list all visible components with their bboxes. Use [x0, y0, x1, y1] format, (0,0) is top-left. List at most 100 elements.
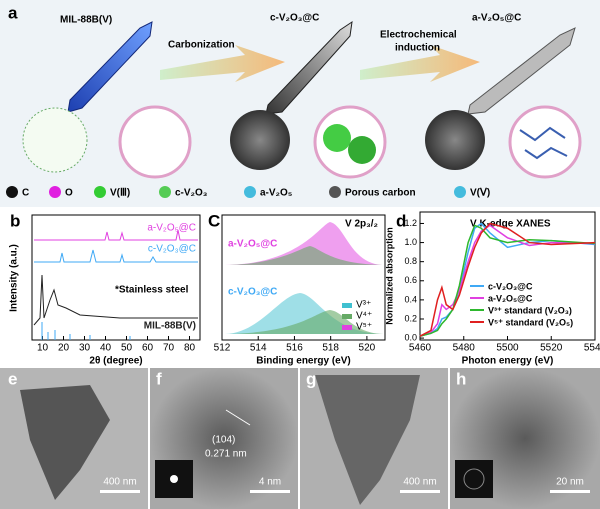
arrow: [360, 45, 480, 82]
peak: [225, 246, 383, 265]
amorphous: [519, 126, 568, 160]
curve-label: c-V₂O₃@C: [228, 287, 277, 298]
zoom: [508, 105, 582, 179]
x-tick-label: 20: [58, 343, 70, 354]
y-tick-label: 1.2: [404, 218, 417, 228]
y-axis-title: Normalized absorption: [384, 227, 394, 325]
x-axis-title: Photon energy (eV): [462, 356, 554, 367]
particle: [20, 385, 110, 500]
x-axis-title: Binding energy (eV): [256, 356, 350, 367]
legend-label: V³⁺ standard (V₂O₃): [488, 305, 572, 315]
zoom: [118, 105, 192, 179]
x-tick-label: 40: [100, 343, 112, 354]
crystal-detail: [323, 124, 351, 152]
x-tick-label: 5480: [453, 343, 476, 354]
curve-label: a-V₂O₅@C: [228, 239, 277, 250]
label: Electrochemical: [380, 30, 457, 41]
legend-label: a-V₂O₅@C: [488, 293, 533, 303]
scale-label: 400 nm: [103, 477, 136, 488]
y-tick-label: 0.4: [404, 294, 417, 304]
label: MIL-88B(V): [60, 15, 112, 26]
x-axis-title: 2θ (degree): [89, 356, 142, 367]
line: [419, 224, 596, 337]
legend-swatch: [342, 314, 352, 319]
panel-label: C: [208, 211, 220, 230]
annotation: 0.271 nm: [205, 449, 247, 460]
curve-label: MIL-88B(V): [144, 321, 196, 332]
x-tick-label: 512: [214, 343, 231, 354]
panel-a-bg: [0, 0, 600, 207]
annotation: (104): [212, 435, 235, 446]
legend-swatch: [342, 303, 352, 308]
legend-label: V⁵⁺ standard (V₂O₅): [488, 317, 573, 327]
legend: C O V(Ⅲ) c-V₂O₃ a-V₂O₅ Porous carbon V(Ⅴ): [6, 186, 490, 199]
y-tick-label: 0.8: [404, 256, 417, 266]
x-tick-label: 5460: [409, 343, 432, 354]
legend-label: V(Ⅴ): [470, 188, 490, 199]
peak: [225, 222, 383, 265]
scale-label: 4 nm: [259, 477, 281, 488]
legend-marker: [159, 186, 171, 198]
panel-label: d: [396, 211, 406, 230]
legend-label: c-V₂O₃: [175, 188, 208, 199]
x-tick-label: 520: [359, 343, 376, 354]
y-axis-title: Intensity (a.u.): [9, 244, 20, 312]
panel-label: g: [306, 369, 316, 388]
legend-swatch: [342, 325, 352, 330]
sphere: [425, 110, 485, 170]
panel-label: b: [10, 211, 20, 230]
crystal-detail: [348, 136, 376, 164]
spectrum: [34, 229, 198, 241]
reference: [41, 322, 131, 340]
spectrum: [33, 274, 198, 326]
legend-label: C: [22, 188, 29, 199]
legend-marker: [6, 186, 18, 198]
legend-label: V⁵⁺: [356, 322, 372, 333]
saed-ring: [463, 468, 485, 490]
panel-title: V 2p₃/₂: [345, 219, 378, 230]
y-tick-label: 0.6: [404, 275, 417, 285]
plot-frame: [221, 214, 386, 341]
x-tick-label: 80: [184, 343, 196, 354]
line: [419, 222, 596, 337]
line: [419, 224, 596, 337]
spectrum: [34, 249, 198, 263]
x-tick-label: 30: [79, 343, 91, 354]
panel-label: h: [456, 369, 466, 388]
sphere: [230, 110, 290, 170]
saed-inset: [455, 460, 493, 498]
panel-label: a: [8, 3, 18, 22]
particle: [315, 375, 420, 505]
x-tick-label: 10: [37, 343, 49, 354]
x-tick-label: 50: [121, 343, 133, 354]
panel-label: e: [8, 369, 17, 388]
x-tick-label: 5540: [584, 343, 600, 354]
x-tick-label: 60: [142, 343, 154, 354]
panel-title: V K-edge XANES: [470, 219, 551, 230]
lattice: [22, 107, 88, 173]
legend-marker: [49, 186, 61, 198]
scale-bar: [400, 490, 440, 493]
charts: 10 20 30 40 50 60 70 80 2θ (degree) b Intensity (a…: [9, 211, 600, 366]
curve-label: a-V₂O₅@C: [147, 223, 196, 234]
legend-label: Porous carbon: [345, 188, 416, 199]
y-tick-label: 0.2: [404, 313, 417, 323]
legend-label: a-V₂O₅: [260, 188, 293, 199]
curve-label: c-V₂O₃@C: [148, 244, 196, 255]
line: [419, 222, 596, 337]
label: c-V₂O₃@C: [270, 13, 319, 24]
scale-bar: [550, 490, 590, 493]
legend-marker: [454, 186, 466, 198]
x-tick-label: 70: [163, 343, 175, 354]
legend-label: V³⁺: [356, 300, 371, 311]
peak: [225, 293, 383, 334]
legend-label: V⁴⁺: [356, 311, 372, 322]
annotation: *Stainless steel: [115, 285, 189, 296]
legend-marker: [244, 186, 256, 198]
fft-spot: [170, 475, 178, 483]
arrow: [160, 45, 285, 82]
legend-marker: [94, 186, 106, 198]
x-tick-label: 5520: [540, 343, 563, 354]
y-tick-label: 1.0: [404, 237, 417, 247]
